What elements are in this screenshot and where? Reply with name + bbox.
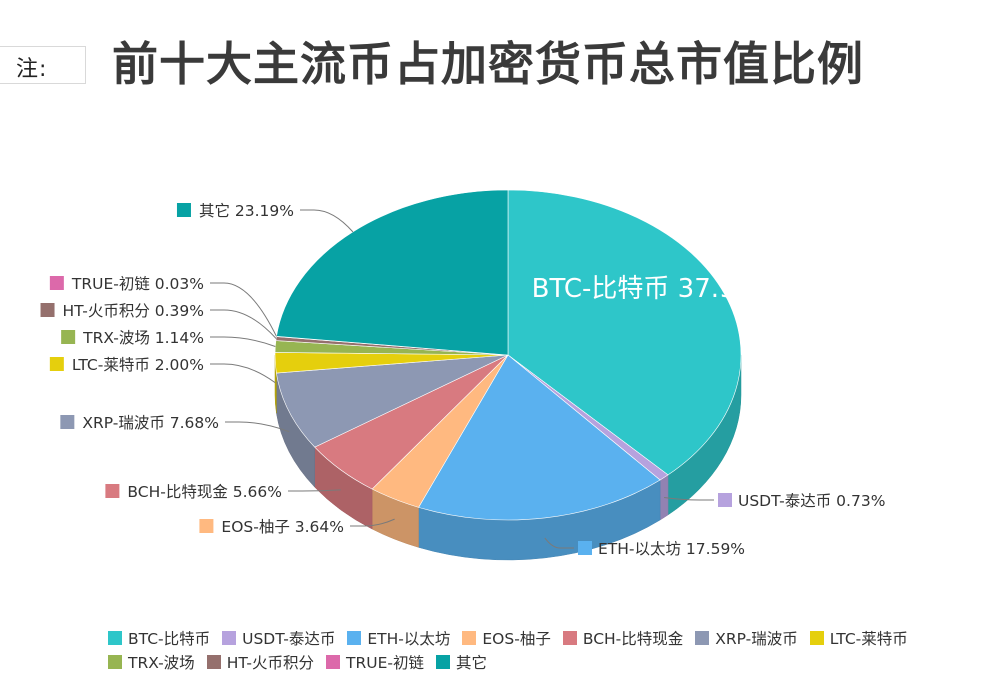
- legend-label: TRX-波场: [128, 654, 195, 672]
- leader-line-6: [210, 363, 276, 384]
- pie-top-faces: [274, 189, 742, 521]
- slice-label-6: LTC-莱特币 2.00%: [72, 356, 204, 374]
- legend-swatch: [435, 655, 450, 669]
- page-title: 前十大主流币占加密货币总市值比例: [112, 37, 864, 91]
- slice-label-swatch-5: [60, 415, 75, 429]
- legend-swatch: [206, 655, 221, 669]
- legend-label: LTC-莱特币: [829, 630, 908, 648]
- legend-swatch: [695, 631, 710, 645]
- slice-label-1: USDT-泰达币 0.73%: [738, 492, 885, 510]
- legend-label: 其它: [455, 654, 487, 672]
- legend-item[interactable]: ETH-以太坊: [347, 627, 450, 649]
- leader-line-8: [210, 309, 277, 339]
- legend-swatch: [325, 655, 340, 669]
- legend-label: TRUE-初链: [345, 654, 424, 672]
- chart-legend: BTC-比特币 USDT-泰达币 ETH-以太坊 EOS-柚子 BCH-比特现金 XRP-…: [108, 626, 968, 674]
- note-box: [0, 46, 86, 84]
- legend-label: ETH-以太坊: [367, 630, 451, 648]
- legend-swatch: [108, 631, 122, 645]
- pie-slice-10[interactable]: [276, 189, 509, 356]
- leader-line-3: [350, 518, 395, 527]
- legend-item[interactable]: XRP-瑞波币: [695, 627, 798, 649]
- leader-line-1: [664, 496, 714, 501]
- pie-slice-0[interactable]: [507, 189, 742, 476]
- pie-side-walls: [274, 354, 742, 561]
- leader-line-2: [544, 537, 574, 549]
- legend-item[interactable]: TRX-波场: [108, 651, 195, 673]
- legend-item[interactable]: USDT-泰达币: [222, 627, 335, 649]
- legend-swatch: [108, 655, 122, 669]
- slice-label-swatch-1: [718, 493, 732, 507]
- legend-swatch: [222, 631, 237, 645]
- slice-label-swatch-9: [49, 276, 64, 290]
- legend-label: XRP-瑞波币: [715, 630, 798, 648]
- leader-line-10: [300, 209, 354, 233]
- legend-item[interactable]: LTC-莱特币: [809, 627, 908, 649]
- legend-label: BTC-比特币: [128, 630, 211, 648]
- slice-label-7: TRX-波场 1.14%: [82, 329, 204, 347]
- legend-item[interactable]: BCH-比特现金: [562, 627, 684, 649]
- slice-label-swatch-2: [578, 541, 592, 555]
- slice-label-4: BCH-比特现金 5.66%: [127, 483, 282, 501]
- slice-label-swatch-8: [40, 303, 55, 317]
- inner-label: BTC-比特币 37.95%: [532, 274, 777, 304]
- note-label: 注:: [16, 57, 48, 82]
- legend-swatch: [809, 631, 824, 645]
- legend-swatch: [462, 631, 477, 645]
- legend-item[interactable]: HT-火币积分: [206, 651, 314, 673]
- slice-label-10: 其它 23.19%: [199, 202, 294, 220]
- leader-line-5: [225, 421, 290, 433]
- legend-label: BCH-比特现金: [582, 630, 684, 648]
- pie-slice-5[interactable]: [276, 354, 509, 448]
- legend-item[interactable]: TRUE-初链: [325, 651, 424, 673]
- slice-label-8: HT-火币积分 0.39%: [63, 302, 204, 320]
- leader-line-4: [288, 489, 341, 492]
- legend-item[interactable]: 其它: [435, 651, 487, 673]
- legend-item[interactable]: BTC-比特币: [108, 627, 210, 649]
- legend-label: EOS-柚子: [482, 630, 551, 648]
- slice-label-3: EOS-柚子 3.64%: [221, 518, 344, 536]
- slice-label-9: TRUE-初链 0.03%: [71, 275, 204, 293]
- slice-label-swatch-6: [49, 357, 64, 371]
- pie-slice-2[interactable]: [418, 354, 661, 521]
- legend-label: USDT-泰达币: [242, 630, 336, 648]
- legend-label: HT-火币积分: [226, 654, 314, 672]
- slice-label-swatch-3: [199, 519, 214, 533]
- leader-line-9: [210, 282, 277, 337]
- slice-label-2: ETH-以太坊 17.59%: [598, 540, 745, 558]
- slice-label-swatch-4: [105, 484, 120, 498]
- legend-swatch: [562, 631, 577, 645]
- legend-item[interactable]: EOS-柚子: [462, 627, 551, 649]
- outer-labels: USDT-泰达币 0.73% ETH-以太坊 17.59% EOS-柚子 3.64%…: [40, 202, 885, 558]
- legend-swatch: [347, 631, 362, 645]
- slice-label-swatch-10: [176, 203, 191, 217]
- leader-line-7: [210, 336, 276, 347]
- slice-label-swatch-7: [61, 330, 76, 344]
- slice-label-5: XRP-瑞波币 7.68%: [82, 414, 219, 432]
